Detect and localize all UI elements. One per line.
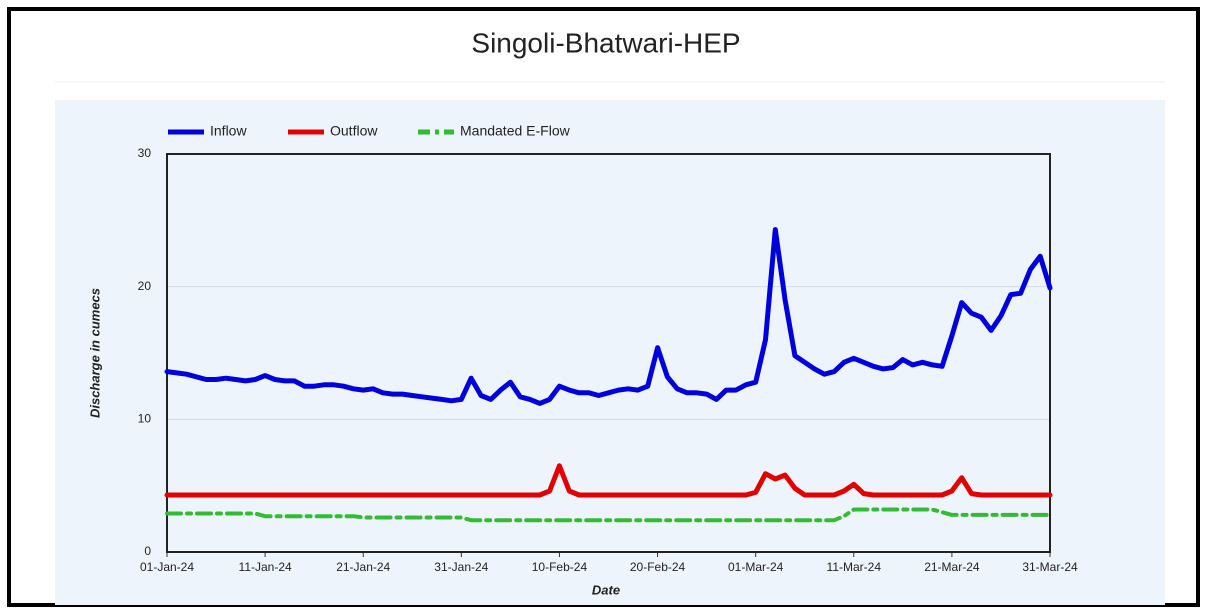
x-tick-label: 11-Mar-24 [827, 560, 882, 574]
y-tick-label: 20 [138, 279, 152, 293]
y-tick-label: 0 [144, 544, 151, 558]
x-axis-label: Date [592, 582, 620, 597]
chart-title: Singoli-Bhatwari-HEP [471, 27, 740, 58]
x-tick-label: 31-Jan-24 [434, 560, 488, 574]
series-line [165, 507, 1052, 523]
y-tick-label: 10 [138, 412, 152, 426]
legend-label: Mandated E-Flow [460, 123, 571, 139]
series-line [164, 227, 1053, 406]
x-tick-label: 20-Feb-24 [630, 560, 686, 574]
x-tick-label: 01-Mar-24 [728, 560, 784, 574]
series-line [164, 463, 1053, 498]
plot-area [167, 154, 1050, 552]
x-tick-label: 21-Jan-24 [336, 560, 390, 574]
x-tick-label: 11-Jan-24 [239, 560, 292, 574]
y-axis-label: Discharge in cumecs [87, 288, 102, 418]
x-tick-label: 01-Jan-24 [140, 560, 194, 574]
legend-label: Inflow [210, 123, 247, 139]
x-tick-label: 10-Feb-24 [532, 560, 588, 574]
x-tick-label: 21-Mar-24 [924, 560, 980, 574]
x-tick-label: 31-Mar-24 [1022, 560, 1078, 574]
plot-border [166, 153, 1051, 553]
legend-label: Outflow [330, 123, 378, 139]
y-tick-label: 30 [138, 146, 152, 160]
